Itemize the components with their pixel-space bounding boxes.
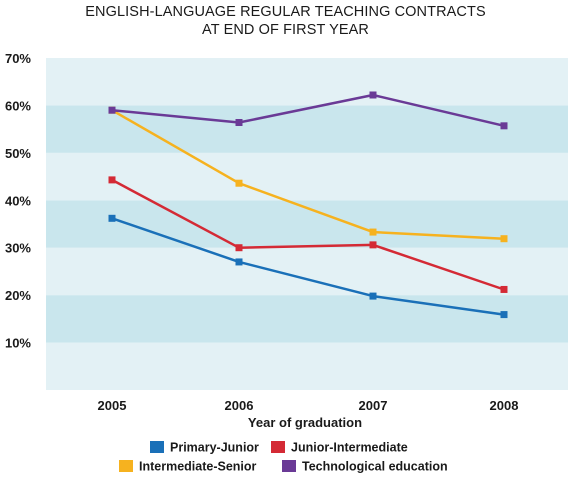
y-tick-label: 30%	[5, 241, 31, 256]
x-tick-label: 2008	[490, 398, 519, 413]
x-axis-title: Year of graduation	[248, 415, 362, 430]
chart-title-line-2: AT END OF FIRST YEAR	[202, 22, 369, 38]
chart-title-line-1: ENGLISH-LANGUAGE REGULAR TEACHING CONTRA…	[85, 4, 486, 20]
legend-label: Technological education	[302, 460, 448, 474]
y-axis-ticks: 10% 20% 30% 40% 50% 60% 70%	[5, 51, 31, 351]
data-point	[369, 91, 377, 99]
data-point	[108, 176, 116, 184]
legend-label: Primary-Junior	[170, 441, 259, 455]
series-line	[111, 178, 505, 291]
data-point	[369, 292, 377, 300]
legend-swatch	[282, 460, 296, 472]
series-line	[111, 109, 505, 240]
plot-band	[46, 342, 568, 390]
y-tick-label: 50%	[5, 146, 31, 161]
data-point	[369, 228, 377, 236]
y-tick-label: 70%	[5, 51, 31, 66]
x-tick-label: 2007	[359, 398, 388, 413]
data-point	[500, 122, 508, 130]
legend-swatch	[119, 460, 133, 472]
data-point	[500, 311, 508, 319]
legend-swatch	[150, 441, 164, 453]
y-tick-label: 10%	[5, 336, 31, 351]
y-tick-label: 60%	[5, 98, 31, 113]
x-tick-label: 2005	[98, 398, 127, 413]
data-point	[235, 244, 243, 252]
legend: Primary-Junior Junior-Intermediate Interme…	[119, 441, 448, 474]
plot-band	[46, 152, 568, 201]
plot-band	[46, 58, 568, 106]
series-line	[111, 93, 505, 128]
data-point	[108, 106, 116, 114]
x-axis-ticks: 2005 2006 2007 2008	[98, 398, 519, 413]
series-points	[108, 91, 508, 319]
y-tick-label: 40%	[5, 193, 31, 208]
legend-label: Intermediate-Senior	[139, 460, 257, 474]
data-point	[108, 214, 116, 222]
legend-label: Junior-Intermediate	[291, 441, 408, 455]
plot-band	[46, 247, 568, 296]
data-point	[369, 241, 377, 249]
legend-swatch	[271, 441, 285, 453]
series-line	[111, 217, 505, 316]
chart-title: ENGLISH-LANGUAGE REGULAR TEACHING CONTRA…	[0, 3, 571, 39]
x-tick-label: 2006	[225, 398, 254, 413]
data-point	[500, 285, 508, 293]
plot-band	[46, 295, 568, 343]
data-point	[235, 119, 243, 127]
data-point	[500, 235, 508, 243]
series-lines	[111, 93, 505, 316]
data-point	[235, 258, 243, 266]
y-tick-label: 20%	[5, 288, 31, 303]
data-point	[235, 179, 243, 187]
